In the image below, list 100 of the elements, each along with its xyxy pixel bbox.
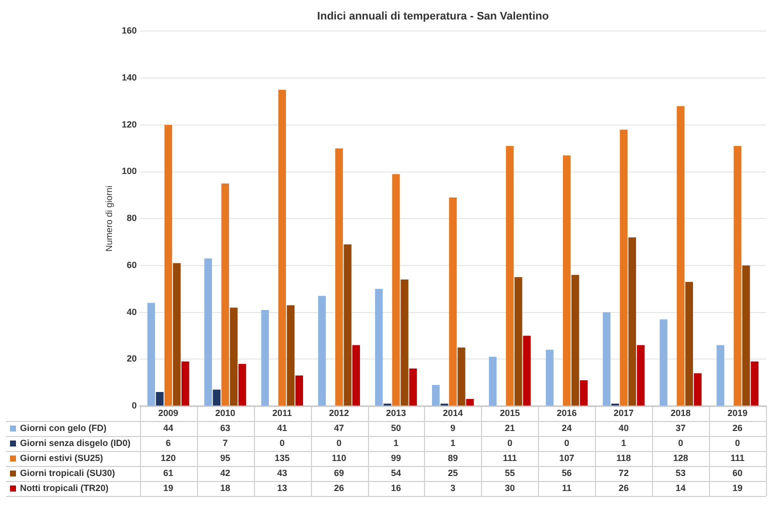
data-label: 0: [280, 438, 285, 448]
data-label: 50: [390, 422, 401, 433]
data-label: 14: [676, 482, 686, 493]
data-label: 0: [735, 438, 740, 448]
data-label: 44: [163, 422, 174, 433]
data-label: 24: [562, 422, 572, 433]
data-label: 1: [621, 438, 626, 448]
bar: [449, 198, 457, 406]
data-label: 26: [618, 482, 629, 493]
x-tick-label: 2017: [614, 408, 634, 418]
bar: [238, 364, 246, 406]
bar: [204, 258, 212, 406]
legend-label: Notti tropicali (TR20): [20, 482, 109, 493]
data-label: 9: [450, 422, 456, 433]
y-tick-label: 140: [122, 72, 137, 83]
x-tick-label: 2014: [442, 408, 463, 418]
bar: [571, 274, 580, 406]
bar: [562, 155, 571, 406]
y-tick-label: 40: [126, 306, 137, 317]
bar: [261, 310, 269, 406]
data-label: 0: [336, 438, 342, 448]
bar: [523, 336, 531, 406]
data-label: 0: [678, 438, 684, 448]
x-tick-label: 2016: [556, 408, 577, 418]
data-label: 19: [163, 482, 174, 493]
x-tick-label: 2018: [670, 408, 691, 418]
data-label: 69: [334, 468, 344, 478]
data-label: 128: [673, 452, 688, 463]
bar: [286, 305, 295, 406]
bar: [676, 106, 684, 406]
bar: [488, 356, 497, 406]
bar: [172, 263, 181, 406]
data-label: 55: [504, 468, 515, 478]
legend-label: Giorni senza disgelo (ID0): [20, 438, 131, 448]
data-label: 42: [220, 468, 230, 478]
data-label: 26: [334, 482, 344, 493]
bar: [620, 130, 628, 406]
data-label: 21: [504, 422, 515, 433]
bar: [156, 392, 164, 406]
data-label: 7: [222, 438, 228, 448]
data-label: 26: [732, 422, 743, 433]
data-label: 72: [618, 468, 629, 478]
bar: [164, 124, 172, 406]
data-label: 118: [616, 452, 631, 463]
bar: [212, 390, 221, 406]
data-label: 60: [732, 468, 743, 478]
legend-label: Giorni tropicali (SU30): [20, 468, 116, 478]
bar: [409, 368, 417, 406]
bar: [506, 146, 514, 406]
data-label: 25: [448, 468, 458, 478]
x-tick-label: 2019: [728, 408, 748, 418]
y-axis-title: Numero di giorni: [104, 186, 114, 252]
data-label: 13: [277, 482, 288, 493]
data-label: 0: [507, 438, 512, 448]
data-label: 11: [562, 482, 572, 493]
x-tick-label: 2011: [272, 408, 292, 418]
data-label: 89: [448, 452, 458, 463]
data-label: 99: [390, 452, 401, 463]
bar: [580, 380, 588, 406]
bar: [335, 148, 343, 406]
bar: [344, 244, 352, 406]
data-label: 135: [274, 452, 290, 463]
data-label: 53: [676, 468, 686, 478]
bar: [375, 288, 383, 406]
bar: [660, 319, 668, 406]
data-label: 3: [450, 482, 456, 493]
x-tick-label: 2012: [329, 408, 350, 418]
data-label: 1: [450, 438, 456, 448]
bar: [432, 384, 440, 406]
data-label: 19: [732, 482, 743, 493]
bar: [546, 350, 554, 406]
data-label: 40: [618, 422, 629, 433]
data-label: 56: [562, 468, 572, 478]
y-tick-label: 160: [122, 26, 137, 36]
bar: [392, 174, 400, 406]
bar: [182, 361, 190, 406]
bar: [458, 347, 466, 406]
data-label: 95: [220, 452, 230, 463]
data-label: 63: [220, 422, 230, 433]
bar: [230, 308, 238, 406]
y-tick-label: 20: [126, 354, 137, 364]
y-tick-label: 0: [132, 400, 137, 410]
bar: [734, 146, 742, 406]
data-label: 111: [502, 452, 517, 463]
y-tick-label: 100: [122, 166, 137, 176]
legend-label: Giorni estivi (SU25): [20, 452, 104, 463]
data-label: 37: [676, 422, 686, 433]
bar: [694, 373, 702, 406]
x-tick-label: 2013: [386, 408, 406, 418]
data-label: 43: [277, 468, 288, 478]
data-label: 6: [166, 438, 171, 448]
y-tick-label: 60: [126, 260, 137, 270]
bar: [352, 345, 360, 406]
bar: [628, 237, 636, 406]
data-label: 47: [334, 422, 344, 433]
data-label: 30: [504, 482, 515, 493]
bar: [295, 376, 304, 406]
bar: [318, 296, 326, 406]
y-tick-label: 120: [122, 119, 137, 130]
bar: [278, 90, 286, 406]
